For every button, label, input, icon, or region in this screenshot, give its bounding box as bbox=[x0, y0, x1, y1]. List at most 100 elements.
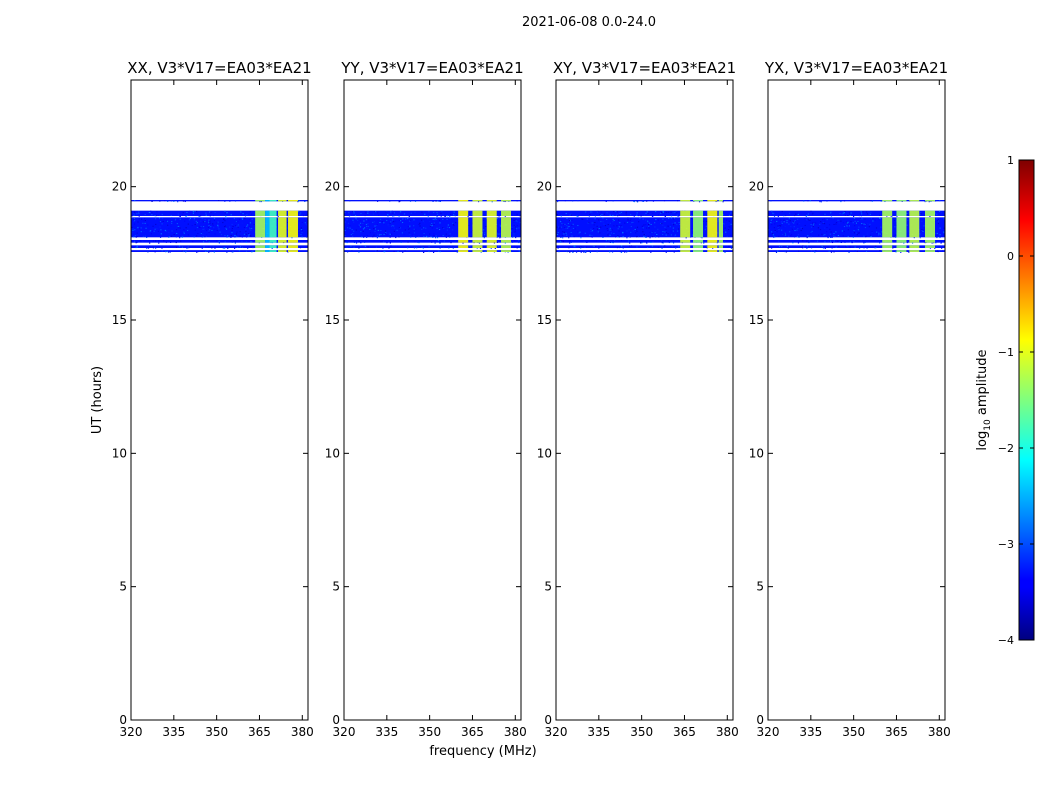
speckle bbox=[670, 224, 672, 226]
heatmap-area bbox=[131, 200, 308, 253]
speckle bbox=[857, 229, 860, 231]
speckle bbox=[831, 247, 833, 249]
speckle bbox=[233, 247, 236, 249]
speckle bbox=[137, 211, 140, 213]
speckle bbox=[772, 234, 774, 236]
rfi-band-1 bbox=[472, 210, 483, 216]
speckle bbox=[438, 200, 440, 202]
speckle bbox=[142, 220, 145, 222]
speckle bbox=[503, 200, 505, 202]
speckle bbox=[224, 247, 226, 249]
speckle bbox=[512, 236, 514, 238]
speckle bbox=[835, 222, 838, 224]
speckle bbox=[880, 235, 882, 237]
speckle bbox=[452, 245, 454, 247]
speckle bbox=[376, 224, 378, 226]
speckle bbox=[847, 229, 849, 231]
speckle bbox=[613, 233, 615, 235]
speckle bbox=[622, 232, 624, 234]
speckle bbox=[372, 213, 375, 215]
speckle bbox=[609, 214, 611, 216]
speckle bbox=[366, 225, 368, 227]
speckle bbox=[674, 234, 677, 236]
speckle bbox=[395, 237, 397, 239]
rfi-band-3 bbox=[718, 217, 724, 238]
rfi-band-2 bbox=[486, 200, 497, 202]
speckle bbox=[430, 236, 432, 238]
speckle bbox=[563, 226, 566, 228]
speckle bbox=[150, 211, 152, 213]
speckle bbox=[725, 233, 727, 235]
speckle bbox=[156, 228, 158, 230]
speckle bbox=[231, 229, 233, 231]
speckle bbox=[389, 200, 391, 202]
speckle bbox=[942, 231, 945, 233]
speckle bbox=[302, 215, 304, 217]
speckle bbox=[621, 226, 623, 228]
speckle bbox=[781, 229, 783, 231]
speckle bbox=[805, 220, 807, 222]
speckle bbox=[344, 240, 346, 242]
speckle bbox=[826, 219, 828, 221]
speckle bbox=[849, 245, 851, 247]
speckle bbox=[643, 235, 645, 237]
speckle bbox=[378, 234, 381, 236]
rfi-band-3 bbox=[925, 217, 936, 238]
speckle bbox=[845, 246, 847, 248]
speckle bbox=[453, 225, 455, 227]
speckle bbox=[155, 240, 157, 242]
speckle bbox=[617, 215, 619, 217]
speckle bbox=[367, 246, 369, 248]
speckle bbox=[167, 236, 170, 238]
speckle bbox=[839, 213, 841, 215]
speckle bbox=[655, 219, 657, 221]
speckle bbox=[809, 200, 811, 202]
speckle bbox=[930, 200, 932, 202]
speckle bbox=[596, 218, 598, 220]
speckle bbox=[801, 228, 804, 230]
speckle bbox=[570, 232, 572, 234]
speckle bbox=[230, 214, 232, 216]
rfi-band-2 bbox=[269, 245, 277, 248]
speckle bbox=[851, 242, 853, 244]
speckle bbox=[391, 225, 394, 227]
speckle bbox=[591, 235, 593, 237]
speckle bbox=[792, 220, 794, 222]
speckle bbox=[936, 234, 938, 236]
speckle bbox=[630, 218, 632, 220]
speckle bbox=[936, 250, 938, 252]
speckle bbox=[195, 211, 197, 213]
speckle bbox=[618, 214, 621, 216]
speckle bbox=[833, 251, 835, 253]
speckle bbox=[378, 214, 380, 216]
y-tick-label: 0 bbox=[332, 713, 340, 727]
speckle bbox=[250, 229, 252, 231]
rfi-band-3 bbox=[925, 250, 936, 252]
y-tick-label: 10 bbox=[537, 446, 552, 460]
speckle bbox=[350, 245, 352, 247]
speckle bbox=[940, 242, 942, 244]
speckle bbox=[418, 242, 420, 244]
x-tick-label: 320 bbox=[757, 725, 780, 739]
speckle bbox=[838, 222, 840, 224]
speckle bbox=[499, 233, 501, 235]
speckle bbox=[157, 214, 159, 216]
speckle bbox=[654, 226, 656, 228]
speckle bbox=[636, 201, 639, 203]
speckle bbox=[777, 225, 779, 227]
speckle bbox=[778, 213, 780, 215]
speckle bbox=[216, 228, 218, 230]
speckle bbox=[651, 231, 653, 233]
speckle bbox=[636, 226, 639, 228]
speckle bbox=[238, 218, 241, 220]
speckle bbox=[784, 251, 786, 253]
rfi-band-0 bbox=[255, 210, 266, 216]
speckle bbox=[804, 220, 806, 222]
speckle bbox=[592, 222, 594, 224]
speckle bbox=[843, 200, 846, 202]
speckle bbox=[629, 242, 631, 244]
speckle bbox=[571, 226, 573, 228]
speckle bbox=[142, 240, 144, 242]
speckle bbox=[867, 231, 869, 233]
